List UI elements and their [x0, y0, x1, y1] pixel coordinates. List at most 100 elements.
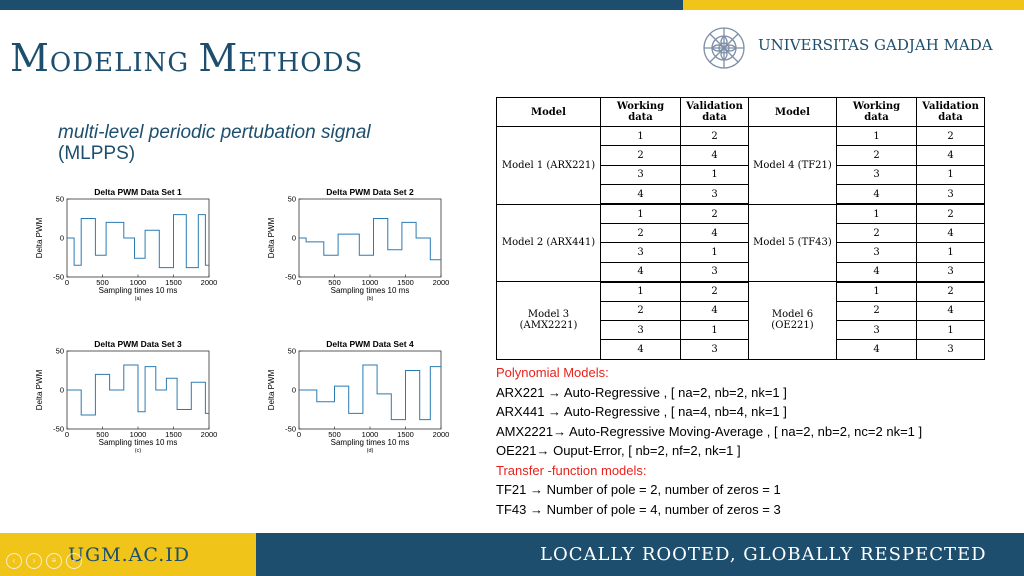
table-cell: 1 — [916, 319, 985, 341]
table-cell: 4 — [680, 145, 749, 166]
header-working-right: Working data — [836, 97, 917, 127]
note-arx221: ARX221 → Auto-Regressive , [ na=2, nb=2,… — [496, 384, 787, 400]
table-cell: 1 — [600, 125, 681, 147]
y-tick-label: 50 — [56, 347, 64, 356]
table-row: Model 2 (ARX441) 1 2 Model 5 (TF43) 1 2 — [496, 203, 985, 283]
model-name-left: Model 2 (ARX441) — [496, 203, 601, 283]
zoom-button[interactable]: + — [66, 553, 82, 569]
table-cell: 2 — [916, 203, 985, 224]
table-cell: 4 — [680, 222, 749, 244]
chart-caption: (b) — [367, 296, 374, 302]
x-axis-label: Sampling times 10 ms — [331, 438, 410, 447]
chart-caption: (c) — [135, 448, 142, 454]
table-cell: 1 — [680, 319, 749, 341]
x-axis-label: Sampling times 10 ms — [99, 286, 178, 295]
model-notes: Polynomial Models: ARX221 → Auto-Regress… — [496, 363, 922, 519]
table-cell: 1 — [680, 242, 749, 263]
table-row: 4 3 4 3 — [497, 184, 985, 206]
table-cell: 1 — [916, 242, 985, 263]
model-name-right: Model 6 (OE221) — [748, 281, 837, 360]
chart-data-set-4: Delta PWM Data Set 4 0 500 1000 1500 2000 -50 0… — [262, 336, 452, 462]
x-tick-label: 1500 — [397, 430, 414, 439]
chart-svg-1: Delta PWM Data Set 10 500 1000 1500 2000-500… — [35, 187, 218, 302]
plot-frame — [66, 198, 210, 278]
table-cell: 1 — [836, 203, 917, 224]
y-tick-label: 0 — [292, 234, 296, 243]
university-logo: UNIVERSITAS GADJAH MADA — [700, 24, 993, 72]
table-cell: 3 — [916, 184, 985, 206]
table-cell: 2 — [680, 203, 749, 224]
table-cell: 1 — [600, 281, 681, 302]
top-bar-navy — [0, 0, 683, 10]
note-tf21: TF21 → Number of pole = 2, number of zer… — [496, 482, 781, 497]
table-cell: 3 — [836, 319, 917, 341]
chart-title: Delta PWM Data Set 1 — [94, 187, 182, 197]
x-tick-label: 500 — [96, 430, 109, 439]
note-tf43: TF43 → Number of pole = 4, number of zer… — [496, 501, 781, 517]
table-cell: 3 — [916, 339, 985, 360]
chart-caption: (d) — [367, 448, 374, 454]
table-cell: 2 — [916, 125, 985, 147]
header-validation-right: Validation data — [916, 97, 985, 127]
subtitle-line-2: (MLPPS) — [58, 143, 136, 164]
model-table: Model Working data Validation data Model… — [496, 97, 985, 360]
model-name-left: Model 3 (AMX2221) — [496, 281, 601, 360]
slide-title: MODELING METHODS — [10, 36, 364, 80]
table-cell: 3 — [916, 261, 985, 283]
next-slide-button[interactable]: › — [26, 553, 42, 569]
transfer-heading: Transfer -function models: — [496, 462, 647, 478]
table-row: 3 1 3 1 — [497, 319, 985, 341]
y-tick-label: -50 — [285, 425, 296, 434]
y-axis-label: Delta PWM — [267, 369, 276, 410]
menu-button[interactable]: ≡ — [46, 553, 62, 569]
x-tick-label: 1000 — [362, 430, 379, 439]
x-tick-label: 1500 — [165, 278, 182, 287]
y-axis-label: Delta PWM — [267, 217, 276, 258]
table-cell: 4 — [600, 261, 681, 283]
table-cell: 3 — [680, 184, 749, 206]
y-tick-label: 50 — [56, 195, 64, 204]
prev-slide-button[interactable]: ‹ — [6, 553, 22, 569]
table-cell: 4 — [680, 300, 749, 321]
y-tick-label: 0 — [60, 234, 64, 243]
footer-tagline: LOCALLY ROOTED, GLOBALLY RESPECTED — [540, 544, 987, 565]
y-tick-label: 0 — [60, 386, 64, 395]
x-tick-label: 500 — [96, 278, 109, 287]
chart-svg-4: Delta PWM Data Set 40 500 1000 1500 2000-500… — [267, 339, 450, 454]
x-tick-label: 2000 — [433, 430, 450, 439]
series-line — [67, 364, 209, 416]
table-cell: 2 — [600, 222, 681, 244]
table-row: Model 3 (AMX2221) 1 2 Model 6 (OE221) 1 … — [496, 281, 985, 360]
table-cell: 2 — [836, 145, 917, 166]
slide-nav-controls: ‹ › ≡ + — [6, 553, 82, 569]
model-name-right: Model 4 (TF21) — [748, 126, 837, 205]
x-tick-label: 1000 — [130, 430, 147, 439]
table-cell: 4 — [916, 145, 985, 166]
note-amx2221: AMX2221→ Auto-Regressive Moving-Average … — [496, 423, 923, 439]
table-row: 2 4 2 4 — [497, 222, 985, 244]
x-tick-label: 0 — [297, 430, 301, 439]
header-validation-left: Validation data — [680, 97, 749, 127]
header-working-left: Working data — [600, 97, 681, 127]
table-row: 4 3 4 3 — [497, 261, 985, 283]
x-tick-label: 2000 — [201, 278, 218, 287]
ugm-emblem-icon — [703, 27, 745, 69]
chart-title: Delta PWM Data Set 2 — [326, 187, 414, 197]
note-arx441: ARX441 → Auto-Regressive , [ na=4, nb=4,… — [496, 404, 787, 419]
chart-title: Delta PWM Data Set 3 — [94, 339, 182, 349]
x-tick-label: 500 — [328, 278, 341, 287]
y-tick-label: -50 — [53, 425, 64, 434]
x-tick-label: 2000 — [201, 430, 218, 439]
chart-title: Delta PWM Data Set 4 — [326, 339, 414, 349]
table-cell: 3 — [680, 261, 749, 283]
y-axis-label: Delta PWM — [35, 217, 44, 258]
x-tick-label: 0 — [65, 278, 69, 287]
table-cell: 2 — [600, 300, 681, 321]
table-cell: 3 — [600, 164, 681, 186]
table-cell: 3 — [600, 319, 681, 341]
note-oe221: OE221→ Ouput-Error, [ nb=2, nf=2, nk=1 ] — [496, 443, 741, 458]
series-line — [67, 214, 209, 269]
table-cell: 1 — [836, 125, 917, 147]
header-model-left: Model — [496, 97, 601, 127]
table-cell: 1 — [680, 164, 749, 186]
